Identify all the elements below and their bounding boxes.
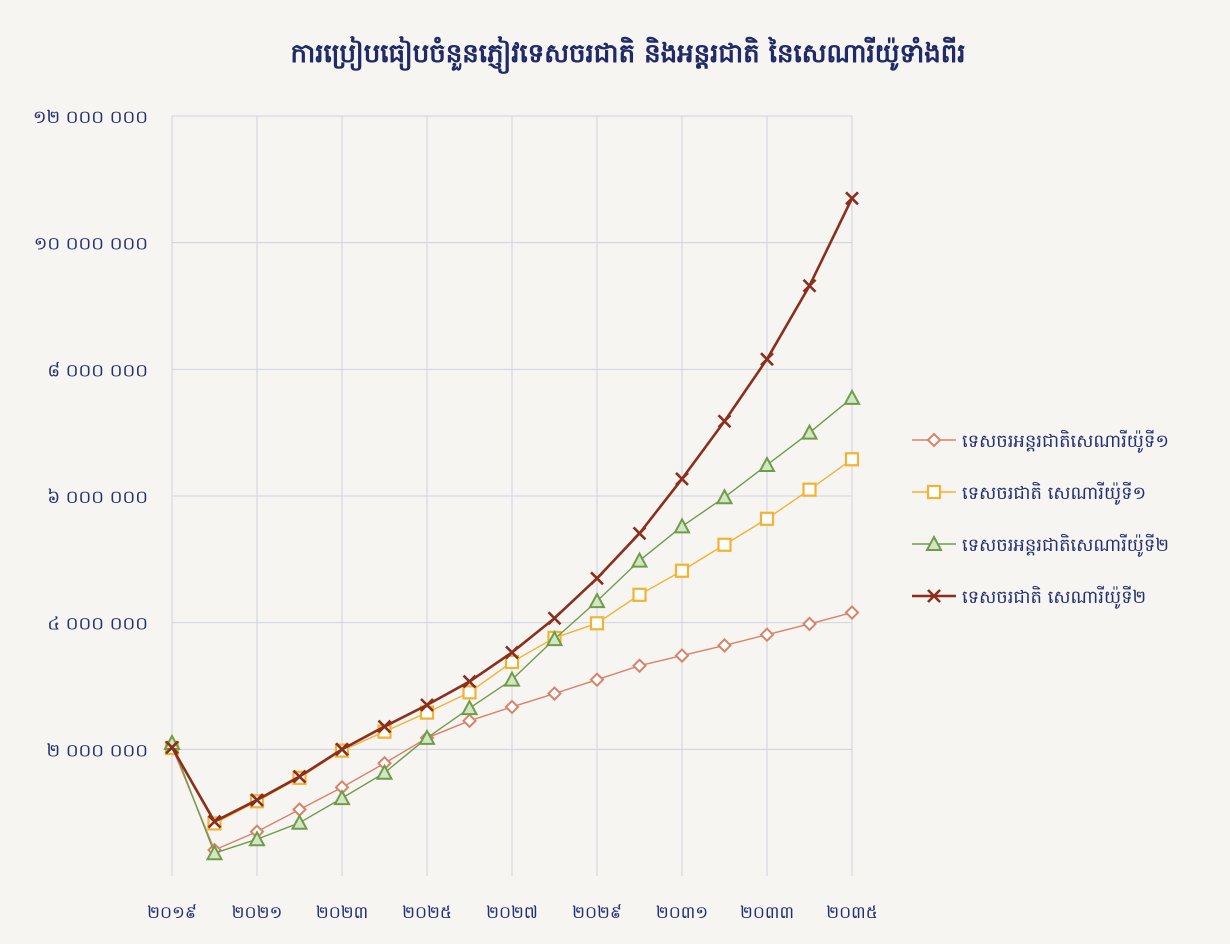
data-point-x [590, 571, 604, 586]
data-point-triangle [460, 699, 479, 716]
legend: ទេសចរអន្តរជាតិសេណារីយ៉ូទី១ទេសចរជាតិ សេណា… [912, 429, 1169, 609]
legend-label: ទេសចរអន្តរជាតិសេណារីយ៉ូទី១ [962, 429, 1169, 453]
data-point-triangle [630, 551, 649, 568]
x-axis: ២០១៩ ២០២១ ២០២៣ ២០២៥ ២០២៧ ២០២៩ ២០៣១ ២០៣៣ ២០៣៥ [147, 903, 878, 923]
data-point-triangle [843, 388, 861, 405]
x-tick-label: ២០៣១ [656, 903, 708, 923]
data-point-x [845, 191, 859, 206]
data-point-triangle [925, 534, 943, 551]
data-point-x [207, 814, 222, 829]
data-point-x [505, 645, 519, 660]
data-point-diamond [844, 605, 860, 620]
legend-item: ទេសចរអន្តរជាតិសេណារីយ៉ូទី២ [912, 533, 1169, 557]
data-point-triangle [375, 763, 394, 780]
data-point-triangle [290, 813, 309, 830]
data-point-square [632, 587, 647, 602]
data-point-diamond [462, 713, 477, 729]
data-point-diamond [674, 648, 690, 664]
data-point-x [165, 740, 179, 755]
data-point-triangle [205, 844, 224, 861]
data-point-diamond [926, 432, 942, 448]
data-point-triangle [503, 670, 521, 687]
data-point-triangle [758, 455, 776, 472]
data-point-diamond [802, 616, 817, 632]
x-tick-label: ២០២៩ [572, 903, 622, 923]
data-point-x [927, 589, 941, 603]
legend-item: ទេសចរជាតិ សេណារីយ៉ូទី១ [912, 481, 1146, 505]
data-point-x [250, 793, 264, 807]
data-point-triangle [588, 592, 606, 609]
data-point-x [420, 698, 434, 712]
data-point-x [802, 278, 817, 293]
legend-item: ទេសចរអន្តរជាតិសេណារីយ៉ូទី១ [912, 429, 1169, 453]
y-tick-label: ៦ ០០០ ០០០ [47, 487, 148, 508]
data-point-x [462, 674, 477, 689]
data-point-square [504, 654, 520, 670]
data-point-square [717, 537, 732, 552]
data-point-diamond [504, 699, 520, 715]
y-tick-label: ១២ ០០០ ០០០ [33, 107, 148, 128]
data-point-square [759, 511, 775, 526]
data-point-x [377, 719, 392, 734]
data-point-triangle [715, 488, 734, 505]
data-point-square [462, 685, 477, 700]
data-point-x [717, 414, 732, 429]
data-point-x [547, 611, 562, 626]
chart-title: ការប្រៀបធៀបចំនួនភ្ញៀវទេសចរជាតិ និងអន្តរជ… [291, 36, 966, 74]
y-axis: ២ ០០០ ០០០ ៤ ០០០ ០០០ ៦ ០០០ ០០០ ៨ ០០០ ០០០ ១០ ០… [33, 107, 148, 761]
x-tick-label: ២០២៧ [486, 903, 538, 923]
data-point-square [674, 563, 690, 578]
data-point-x [675, 471, 689, 486]
series-3 [163, 388, 861, 861]
y-tick-label: ១០ ០០០ ០០០ [34, 234, 148, 255]
data-point-square [844, 452, 860, 467]
data-point-triangle [673, 517, 691, 534]
data-point-x [632, 526, 647, 541]
data-point-triangle [800, 423, 819, 440]
x-tick-label: ២០២១ [232, 903, 283, 923]
data-point-triangle [248, 830, 266, 847]
data-point-square [589, 616, 605, 631]
data-point-diamond [589, 672, 605, 688]
data-point-triangle [545, 630, 564, 647]
data-point-triangle [418, 728, 436, 745]
legend-label: ទេសចរជាតិ សេណារីយ៉ូទី២ [962, 585, 1146, 609]
data-point-diamond [759, 627, 775, 643]
series-group [163, 191, 861, 861]
legend-item: ទេសចរជាតិ សេណារីយ៉ូទី២ [912, 585, 1146, 609]
x-tick-label: ២០២៥ [402, 903, 452, 923]
x-tick-label: ២០២៣ [316, 903, 368, 923]
data-point-x [292, 769, 307, 784]
grid [171, 115, 853, 876]
legend-label: ទេសចរជាតិ សេណារីយ៉ូទី១ [962, 481, 1146, 505]
y-tick-label: ៤ ០០០ ០០០ [47, 614, 148, 635]
legend-label: ទេសចរអន្តរជាតិសេណារីយ៉ូទី២ [962, 533, 1169, 557]
data-point-diamond [547, 686, 562, 702]
x-tick-label: ២០១៩ [147, 903, 197, 923]
data-point-triangle [333, 788, 351, 806]
y-tick-label: ២ ០០០ ០០០ [46, 740, 148, 761]
data-point-diamond [717, 638, 732, 653]
data-point-square [926, 484, 942, 500]
data-point-x [335, 742, 349, 757]
data-point-x [760, 352, 774, 367]
y-tick-label: ៨ ០០០ ០០០ [47, 360, 148, 381]
data-point-square [802, 482, 817, 497]
series-4 [165, 191, 859, 829]
x-tick-label: ២០៣៣ [740, 903, 794, 923]
data-point-diamond [632, 658, 647, 674]
x-tick-label: ២០៣៥ [826, 903, 877, 923]
